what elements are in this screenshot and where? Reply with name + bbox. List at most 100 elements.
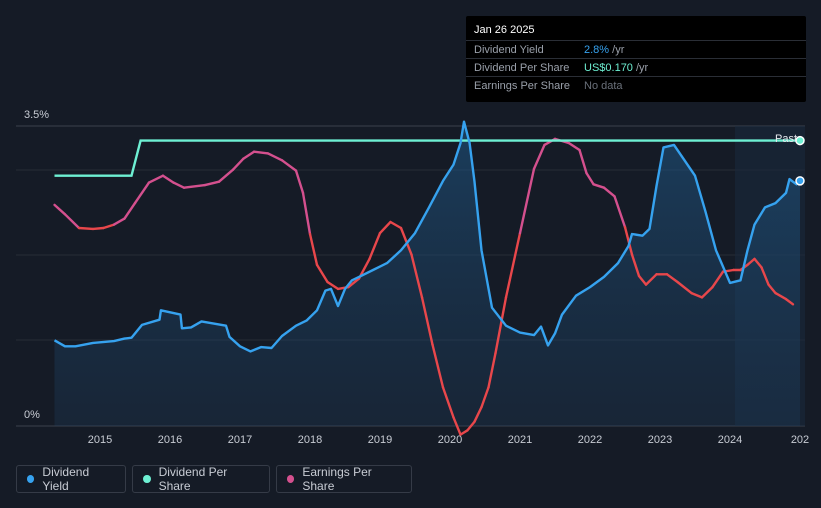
eps-line-segment bbox=[315, 263, 329, 284]
eps-line-segment bbox=[630, 253, 641, 278]
eps-line-segment bbox=[133, 181, 151, 205]
tooltip-label: Dividend Per Share bbox=[474, 62, 570, 74]
eps-line-segment bbox=[294, 169, 305, 195]
tooltip-value-wrap: No data bbox=[584, 80, 623, 92]
x-tick-label: 2022 bbox=[578, 434, 602, 446]
x-tick-label: 2020 bbox=[438, 434, 462, 446]
eps-line-segment bbox=[252, 150, 270, 155]
legend-label: Dividend Yield bbox=[42, 465, 90, 493]
eps-line-segment bbox=[459, 429, 469, 436]
eps-line-segment bbox=[217, 168, 235, 183]
eps-line-segment bbox=[644, 273, 658, 286]
eps-line-segment bbox=[518, 167, 536, 235]
eps-line-segment bbox=[399, 226, 413, 256]
eps-line-segment bbox=[91, 226, 105, 231]
x-tick-label: 2024 bbox=[718, 434, 742, 446]
eps-line-segment bbox=[280, 159, 298, 172]
eps-line-segment bbox=[242, 150, 256, 160]
eps-line-segment bbox=[203, 180, 221, 187]
y-axis-top-label: 3.5% bbox=[24, 109, 49, 121]
eps-line-segment bbox=[112, 217, 126, 226]
legend-item-earnings-per-share[interactable]: Earnings Per Share bbox=[276, 465, 412, 493]
eps-line-segment bbox=[378, 220, 392, 235]
eps-line-segment bbox=[676, 280, 693, 295]
eps-line-segment bbox=[487, 351, 497, 389]
tooltip-value: 2.8% bbox=[584, 44, 610, 56]
tooltip-date: Jan 26 2025 bbox=[474, 24, 535, 36]
eps-line-segment bbox=[578, 148, 588, 175]
tooltip-row-earnings-per-share: Earnings Per Share No data bbox=[466, 76, 806, 95]
eps-line-segment bbox=[760, 266, 770, 286]
eps-line-segment bbox=[326, 280, 340, 291]
eps-line-segment bbox=[301, 191, 312, 236]
dividend-per-share-line bbox=[54, 139, 800, 177]
eps-line-segment bbox=[123, 201, 137, 220]
legend-label: Dividend Per Share bbox=[158, 465, 228, 493]
eps-line-segment bbox=[700, 285, 714, 299]
eps-line-segment bbox=[53, 203, 67, 216]
eps-line-segment bbox=[690, 291, 704, 299]
eps-line-segment bbox=[182, 183, 207, 189]
tooltip-row-dividend-yield: Dividend Yield 2.8% /yr bbox=[466, 40, 806, 59]
tooltip-value: No data bbox=[584, 80, 623, 92]
legend: Dividend Yield Dividend Per Share Earnin… bbox=[16, 465, 412, 495]
eps-line-segment bbox=[466, 420, 476, 432]
legend-dot-icon bbox=[27, 475, 35, 483]
tooltip: Jan 26 2025 Dividend Yield 2.8% /yr Divi… bbox=[466, 16, 806, 102]
past-label: Past bbox=[775, 133, 797, 145]
tooltip-label: Dividend Yield bbox=[474, 44, 544, 56]
x-tick-label: 2015 bbox=[88, 434, 112, 446]
tooltip-label: Earnings Per Share bbox=[474, 80, 570, 92]
eps-line-segment bbox=[480, 386, 490, 409]
eps-line-segment bbox=[420, 296, 434, 346]
eps-line-segment bbox=[389, 220, 403, 230]
x-axis-ticks: 2015 2016 2017 2018 2019 2020 2021 2022 2023 2024… bbox=[88, 434, 809, 446]
eps-line-segment bbox=[767, 283, 777, 295]
eps-line-segment bbox=[347, 277, 361, 289]
legend-item-dividend-yield[interactable]: Dividend Yield bbox=[16, 465, 126, 493]
eps-line-segment bbox=[441, 386, 455, 419]
eps-line-segment bbox=[368, 231, 382, 261]
eps-line-segment bbox=[623, 225, 634, 256]
eps-line-segment bbox=[613, 195, 627, 229]
dividend-yield-area bbox=[54, 121, 800, 426]
x-tick-label: 2016 bbox=[158, 434, 182, 446]
plot-area bbox=[53, 120, 805, 436]
eps-line-segment bbox=[494, 296, 508, 355]
eps-line-segment bbox=[431, 343, 445, 389]
x-tick-label: 2018 bbox=[298, 434, 322, 446]
tooltip-value: US$0.170 bbox=[584, 62, 633, 74]
eps-line-segment bbox=[637, 274, 648, 286]
legend-dot-icon bbox=[143, 475, 151, 483]
eps-line-segment bbox=[473, 405, 483, 423]
eps-line-segment bbox=[231, 157, 245, 171]
eps-line-segment bbox=[504, 231, 522, 299]
eps-line-segment bbox=[753, 257, 763, 269]
dividend-per-share-end-marker bbox=[795, 135, 805, 146]
eps-line-segment bbox=[77, 226, 95, 231]
legend-label: Earnings Per Share bbox=[302, 465, 372, 493]
x-tick-label: 2017 bbox=[228, 434, 252, 446]
eps-line-segment bbox=[308, 232, 319, 267]
eps-line-segment bbox=[711, 270, 725, 289]
legend-item-dividend-per-share[interactable]: Dividend Per Share bbox=[132, 465, 270, 493]
eps-line-segment bbox=[161, 174, 175, 184]
eps-line-segment bbox=[665, 273, 679, 284]
eps-line-segment bbox=[102, 223, 116, 230]
legend-dot-icon bbox=[287, 475, 295, 483]
eps-line-segment bbox=[784, 297, 795, 306]
eps-line-segment bbox=[532, 143, 546, 171]
tooltip-row-dividend-per-share: Dividend Per Share US$0.170 /yr bbox=[466, 58, 806, 77]
eps-line-segment bbox=[592, 183, 606, 189]
x-tick-label: 2023 bbox=[648, 434, 672, 446]
eps-line-segment bbox=[172, 181, 186, 189]
eps-line-segment bbox=[602, 186, 616, 198]
x-tick-label: 2019 bbox=[368, 434, 392, 446]
x-tick-label: 202 bbox=[791, 434, 809, 446]
eps-line-segment bbox=[266, 152, 284, 162]
eps-line-segment bbox=[774, 291, 788, 301]
dividend-yield-line bbox=[53, 120, 801, 353]
eps-line-segment bbox=[452, 416, 462, 436]
dividend-yield-end-marker bbox=[795, 176, 805, 186]
